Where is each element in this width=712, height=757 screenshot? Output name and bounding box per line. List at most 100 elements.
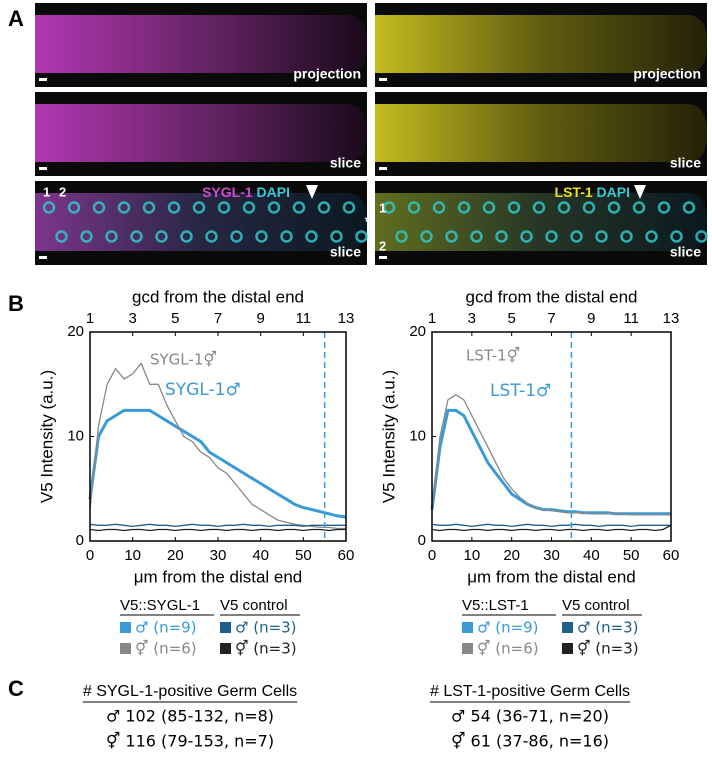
nucleus [217,201,231,214]
nucleus [230,230,243,243]
legend-swatch [562,643,573,654]
x2-tick-label: 5 [171,310,179,327]
nucleus [545,230,558,243]
x2-axis-label: gcd from the distal end [132,287,304,306]
legend-title: V5::LST-1 [462,597,529,614]
nucleus [92,201,106,214]
x2-tick-label: 13 [663,310,680,327]
image-caption: slice [670,155,701,171]
x2-tick-label: 1 [428,310,436,327]
nucleus [192,201,206,214]
nucleus [355,230,368,243]
x2-tick-label: 9 [256,310,264,327]
legend-label: ⚥ (n=3) [577,640,639,658]
legend-title: V5 control [562,597,630,614]
x2-tick-label: 7 [547,310,555,327]
legend-label: ⚥ (n=6) [135,640,197,658]
stain-label: DAPI [597,184,630,200]
nucleus [305,230,318,243]
distal-tip: * [25,214,32,231]
panel-label: B [8,291,24,316]
nucleus [482,201,496,214]
x-tick-label: 0 [86,547,94,564]
scale-bar [39,78,47,81]
y-tick-label: 10 [67,427,84,444]
x-tick-label: 0 [428,547,436,564]
legend-label: ♂ (n=3) [235,619,297,637]
nucleus [330,230,343,243]
gonad [35,104,367,162]
nucleus [470,230,483,243]
nucleus [105,230,118,243]
nucleus [395,230,408,243]
nucleus [255,230,268,243]
legend-swatch [120,643,131,654]
nucleus [205,230,218,243]
nucleus [520,230,533,243]
scale-bar [39,167,47,170]
legend-swatch [120,622,131,633]
scale-bar [39,256,47,259]
nucleus [495,230,508,243]
y-axis-label: V5 Intensity (a.u.) [379,370,398,503]
x2-tick-label: 7 [214,310,222,327]
table-row: ⚥ 116 (79-153, n=7) [106,732,274,751]
image-caption: slice [330,244,361,260]
table-row: ♂ 54 (36-71, n=20) [451,707,609,726]
nucleus [142,201,156,214]
legend-swatch [562,622,573,633]
nucleus [42,201,56,214]
nucleus [242,201,256,214]
table-header: # LST-1-positive Germ Cells [430,683,630,700]
nucleus [557,201,571,214]
nucleus [167,201,181,214]
series-line [89,528,346,532]
legend-swatch [220,643,231,654]
nucleus [645,230,658,243]
nucleus [595,230,608,243]
legend-label: ⚥ (n=3) [235,640,297,658]
scale-bar [379,167,387,170]
annotation: SYGL-1♂ [165,380,241,400]
nucleus [457,201,471,214]
x-tick-label: 20 [167,547,184,564]
legend-title: V5::SYGL-1 [120,597,200,614]
legend-label: ♂ (n=9) [477,619,539,637]
nucleus [292,201,306,214]
annotation: LST-1⚥ [466,347,520,365]
protein-label: LST-1 [555,184,593,200]
nucleus [280,230,293,243]
arrowhead [634,185,646,199]
scale-bar [379,256,387,259]
x2-tick-label: 1 [86,310,94,327]
x2-tick-label: 11 [623,310,639,327]
x2-tick-label: 3 [128,310,136,327]
protein-label: SYGL-1 [202,184,253,200]
y-tick-label: 20 [409,323,426,340]
x-axis-label: μm from the distal end [467,567,636,586]
x-axis-label: μm from the distal end [134,567,303,586]
nucleus [445,230,458,243]
table-row: ♂ 102 (85-132, n=8) [106,707,274,726]
nucleus [432,201,446,214]
nucleus [632,201,646,214]
series-line [88,408,347,519]
gonad [375,15,707,73]
nucleus [695,230,708,243]
nucleus [532,201,546,214]
arrowhead [306,185,318,199]
x-tick-label: 30 [543,547,560,564]
nucleus [620,230,633,243]
series-line [89,362,346,530]
x-tick-label: 40 [252,547,269,564]
legend-swatch [220,622,231,633]
cell-label: 2 [379,238,386,253]
gonad [375,104,707,162]
y-tick-label: 0 [76,532,84,549]
stain-label: DAPI [257,184,290,200]
x-tick-label: 50 [623,547,640,564]
image-caption: projection [293,66,361,82]
x-tick-label: 10 [124,547,141,564]
legend-title: V5 control [220,597,288,614]
x2-tick-label: 11 [296,310,312,327]
